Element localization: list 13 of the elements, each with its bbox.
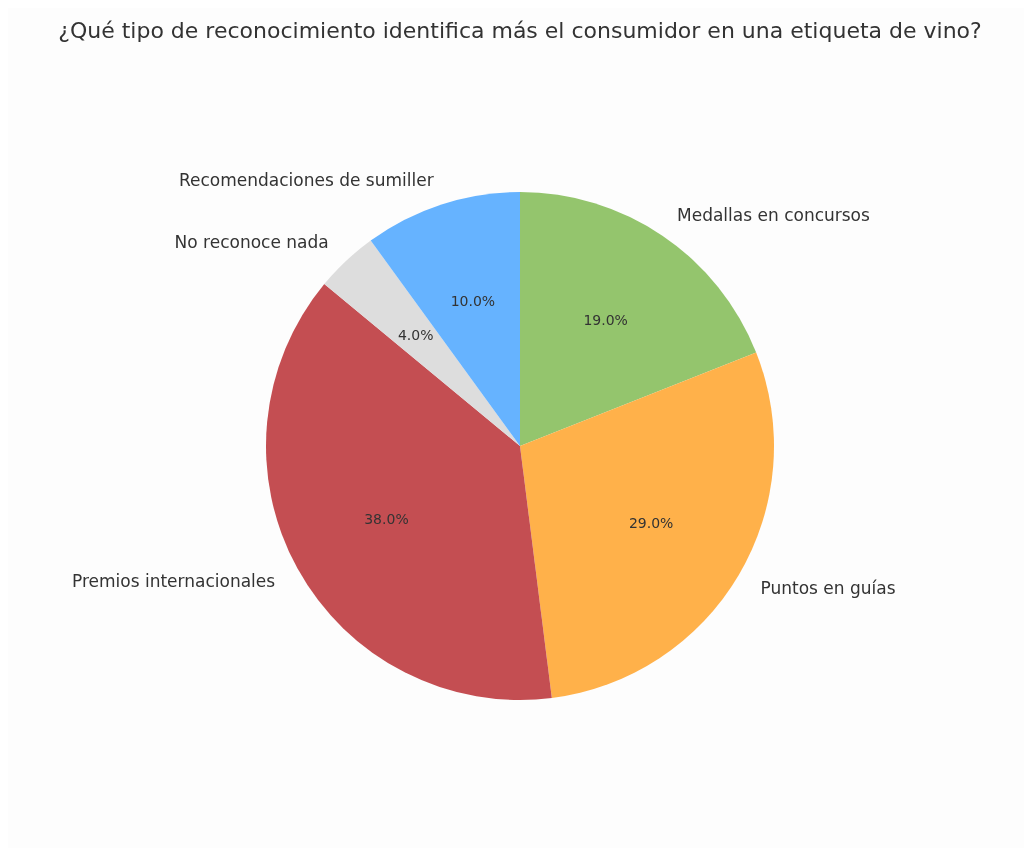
chart-title: ¿Qué tipo de reconocimiento identifica más el consumidor en una etiqueta de vino? (58, 18, 982, 43)
data-label: 29.0% (628, 515, 674, 532)
data-label: 19.0% (583, 311, 628, 328)
slice-label: Recomendaciones de sumiller (178, 170, 434, 191)
data-label: 38.0% (364, 511, 409, 528)
slice-label: Premios internacionales (71, 570, 276, 591)
pie-slice (520, 192, 757, 446)
data-label: 10.0% (450, 292, 496, 309)
slice-label: No reconoce nada (174, 232, 329, 253)
pie-slice (370, 192, 520, 446)
data-label: 4.0% (397, 326, 434, 343)
slice-label: Medallas en concursos (677, 204, 871, 225)
slice-label: Puntos en guías (760, 578, 896, 599)
